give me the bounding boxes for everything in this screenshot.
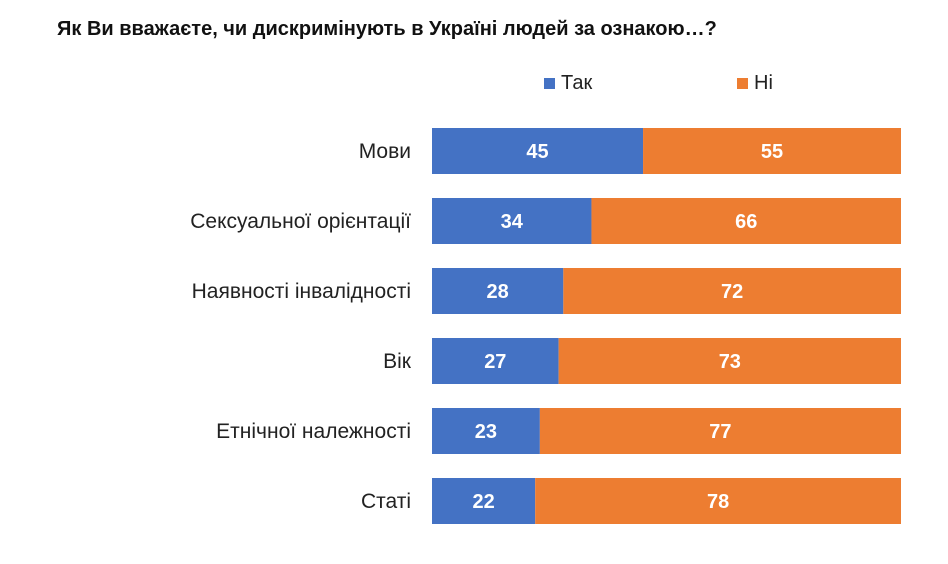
legend-swatch-no bbox=[737, 78, 748, 89]
data-label-yes-row-4: 27 bbox=[484, 351, 506, 373]
bar-yes-row-2 bbox=[432, 198, 592, 244]
category-label-row-5: Етнічної належності bbox=[216, 420, 411, 443]
legend: Так Ні bbox=[0, 72, 948, 98]
legend-item-no: Ні bbox=[737, 72, 773, 95]
bar-no-row-1 bbox=[643, 128, 901, 174]
bar-yes-row-5 bbox=[432, 408, 540, 454]
category-label-row-6: Статі bbox=[361, 490, 411, 513]
legend-item-yes: Так bbox=[544, 72, 592, 95]
bar-yes-row-6 bbox=[432, 478, 536, 524]
data-label-no-row-3: 72 bbox=[721, 281, 743, 303]
data-label-no-row-5: 77 bbox=[709, 421, 731, 443]
bar-no-row-3 bbox=[563, 268, 901, 314]
category-label-row-3: Наявності інвалідності bbox=[192, 280, 411, 303]
chart-title: Як Ви вважаєте, чи дискримінують в Украї… bbox=[57, 18, 717, 40]
bar-yes-row-1 bbox=[432, 128, 644, 174]
data-label-no-row-1: 55 bbox=[761, 141, 783, 163]
data-label-yes-row-1: 45 bbox=[526, 141, 548, 163]
bar-yes-row-3 bbox=[432, 268, 564, 314]
bar-no-row-6 bbox=[535, 478, 901, 524]
bar-no-row-2 bbox=[591, 198, 901, 244]
category-label-row-2: Сексуальної орієнтації bbox=[190, 210, 411, 233]
data-label-no-row-4: 73 bbox=[719, 351, 741, 373]
bar-yes-row-4 bbox=[432, 338, 559, 384]
data-label-no-row-2: 66 bbox=[735, 211, 757, 233]
category-label-row-1: Мови bbox=[359, 140, 411, 163]
bar-no-row-4 bbox=[558, 338, 901, 384]
legend-swatch-yes bbox=[544, 78, 555, 89]
data-label-yes-row-5: 23 bbox=[475, 421, 497, 443]
category-label-row-4: Вік bbox=[383, 350, 412, 373]
data-label-no-row-6: 78 bbox=[707, 491, 729, 513]
legend-label-yes: Так bbox=[561, 72, 593, 94]
data-label-yes-row-2: 34 bbox=[501, 211, 524, 233]
data-label-yes-row-3: 28 bbox=[487, 281, 509, 303]
legend-label-no: Ні bbox=[754, 72, 773, 94]
data-label-yes-row-6: 22 bbox=[472, 491, 494, 513]
bar-no-row-5 bbox=[539, 408, 901, 454]
